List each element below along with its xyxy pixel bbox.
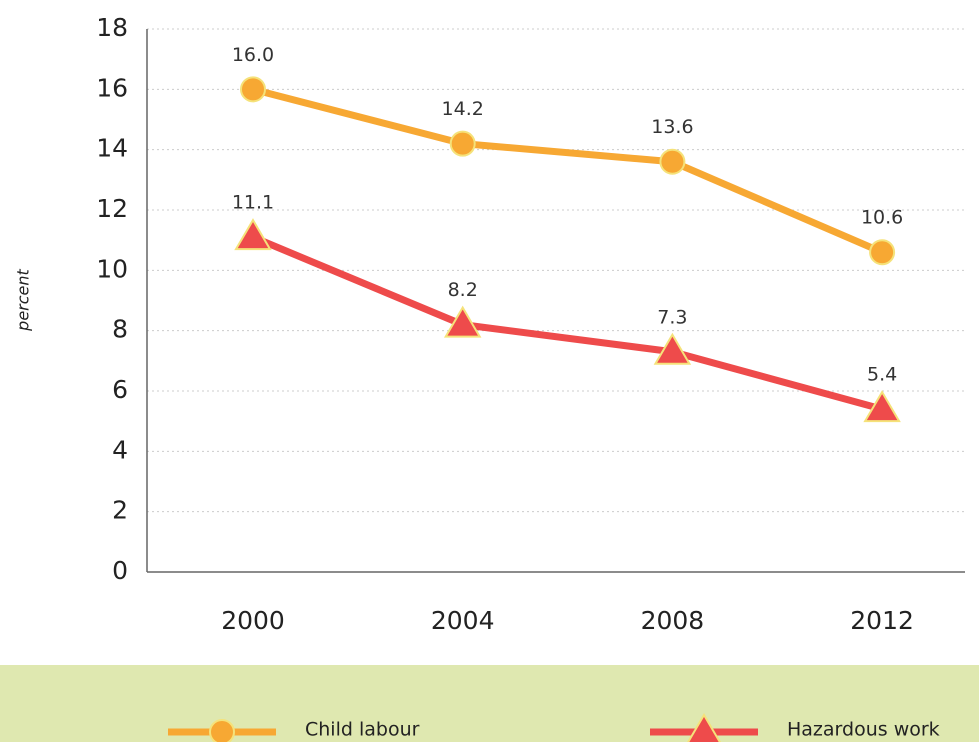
y-tick-label: 10 — [96, 254, 128, 283]
x-tick-label: 2000 — [221, 606, 285, 635]
marker — [234, 218, 272, 251]
y-tick-label: 0 — [112, 556, 128, 585]
x-tick-label: 2004 — [431, 606, 495, 635]
y-axis-label: percent — [14, 268, 33, 331]
data-label: 11.1 — [232, 192, 274, 214]
marker — [443, 305, 482, 338]
legend-label: Child labour — [305, 719, 420, 741]
data-label: 14.2 — [442, 98, 484, 120]
y-tick-label: 12 — [96, 194, 128, 223]
marker — [449, 130, 476, 157]
data-label: 13.6 — [651, 116, 693, 138]
y-tick-label: 4 — [112, 435, 128, 464]
marker — [659, 148, 686, 175]
data-label: 16.0 — [232, 44, 274, 66]
y-tick-label: 16 — [96, 73, 128, 102]
y-tick-label: 8 — [112, 315, 128, 344]
marker — [240, 76, 266, 103]
y-tick-label: 14 — [96, 134, 128, 163]
marker — [863, 390, 901, 423]
x-tick-label: 2012 — [850, 606, 914, 635]
data-label: 5.4 — [867, 364, 897, 386]
data-label: 10.6 — [861, 207, 903, 229]
legend-band — [0, 665, 979, 742]
y-tick-label: 6 — [112, 375, 128, 404]
y-tick-label: 2 — [112, 496, 128, 525]
series-line — [251, 233, 884, 413]
data-label: 7.3 — [657, 306, 687, 328]
legend-label: Hazardous work — [787, 719, 940, 741]
marker — [653, 332, 692, 365]
legend-marker — [209, 719, 235, 742]
data-label: 8.2 — [448, 279, 478, 301]
series-line — [252, 85, 884, 256]
y-tick-label: 18 — [96, 13, 128, 42]
marker — [869, 239, 896, 266]
x-tick-label: 2008 — [641, 606, 705, 635]
legend-marker — [687, 713, 721, 742]
